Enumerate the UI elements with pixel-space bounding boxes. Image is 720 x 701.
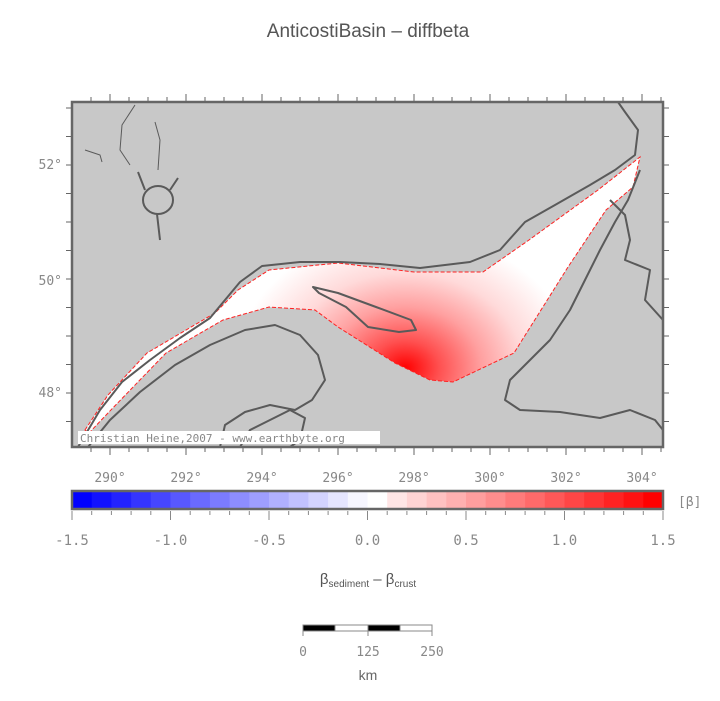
- colorbar-cell: [367, 491, 388, 509]
- lat-label: 50°: [39, 274, 62, 289]
- colorbar-cell: [111, 491, 132, 509]
- credit-text: Christian Heine,2007 - www.earthbyte.org: [80, 432, 345, 445]
- lon-label: 302°: [550, 471, 581, 486]
- map-frame: [70, 100, 665, 449]
- colorbar-cell: [485, 491, 506, 509]
- map-ticks: [66, 94, 669, 455]
- map-area: Christian Heine,2007 - www.earthbyte.org: [72, 102, 663, 447]
- colorbar-cell: [623, 491, 644, 509]
- lake-outline: [137, 171, 179, 241]
- colorbar-cell: [328, 491, 349, 509]
- colorbar-frame: [70, 489, 665, 511]
- lon-label: 292°: [170, 471, 201, 486]
- basin-area: [84, 155, 641, 434]
- lat-label: 52°: [39, 158, 62, 173]
- scale-bar: 0 125 250 km: [299, 624, 444, 683]
- scale-label-125: 125: [356, 645, 379, 660]
- credit-background: [78, 431, 380, 444]
- colorbar-unit: [β]: [678, 495, 701, 510]
- colorbar: [71, 491, 664, 520]
- north-shore-coast: [77, 102, 639, 447]
- colorbar-tick-label: 1.0: [552, 533, 577, 549]
- longitude-labels: 290° 292° 294° 296° 298° 300° 302° 304°: [94, 471, 657, 486]
- colorbar-cell: [347, 491, 368, 509]
- colorbar-tick-label: 0.5: [453, 533, 478, 549]
- chart-title: AnticostiBasin – diffbeta: [267, 21, 470, 42]
- colorbar-tick-label: 0.0: [355, 533, 380, 549]
- colorbar-cell: [249, 491, 270, 509]
- colorbar-cell: [584, 491, 605, 509]
- colorbar-cell: [387, 491, 408, 509]
- colorbar-tick-label: -0.5: [252, 533, 286, 549]
- lon-label: 290°: [94, 471, 125, 486]
- colorbar-tick-label: -1.0: [154, 533, 188, 549]
- colorbar-cell: [288, 491, 309, 509]
- colorbar-cell: [426, 491, 447, 509]
- colorbar-cell: [229, 491, 250, 509]
- lat-label: 48°: [39, 386, 62, 401]
- colorbar-tick-label: 1.5: [650, 533, 675, 549]
- colorbar-cell: [446, 491, 467, 509]
- colorbar-cell: [170, 491, 191, 509]
- colorbar-cell: [150, 491, 171, 509]
- scale-seg-3: [367, 624, 401, 632]
- scale-seg-4: [399, 624, 433, 632]
- colorbar-cell: [131, 491, 152, 509]
- scale-label-250: 250: [420, 645, 443, 660]
- colorbar-cell: [406, 491, 428, 509]
- anticosti-island: [312, 286, 417, 333]
- colorbar-cell: [564, 491, 585, 509]
- colorbar-cell: [269, 491, 290, 509]
- colorbar-cell: [525, 491, 546, 509]
- colorbar-cell: [72, 491, 93, 509]
- scale-unit: km: [359, 667, 378, 683]
- scale-label-0: 0: [299, 645, 307, 660]
- lon-label: 298°: [398, 471, 429, 486]
- newfoundland-coast: [504, 169, 663, 431]
- gaspe-coast: [87, 324, 326, 447]
- scale-seg-2: [334, 624, 369, 632]
- colorbar-tick-labels: -1.5 -1.0 -0.5 0.0 0.5 1.0 1.5: [55, 533, 676, 549]
- colorbar-label: βsediment – βcrust: [320, 571, 416, 590]
- colorbar-tick-label: -1.5: [55, 533, 89, 549]
- scale-seg-1: [302, 624, 336, 632]
- colorbar-cell: [544, 491, 565, 509]
- colorbar-cell: [466, 491, 487, 509]
- scale-ticks: [302, 625, 433, 636]
- colorbar-cell: [91, 491, 112, 509]
- colorbar-cell: [505, 491, 526, 509]
- colorbar-cell: [603, 491, 625, 509]
- colorbar-cell: [190, 491, 211, 509]
- lon-label: 296°: [322, 471, 353, 486]
- colorbar-cell: [643, 491, 664, 509]
- newfoundland-east: [609, 199, 663, 321]
- latitude-labels: 52° 50° 48°: [39, 158, 62, 401]
- colorbar-cell: [209, 491, 231, 509]
- colorbar-cell: [308, 491, 329, 509]
- river-line: [84, 104, 161, 171]
- lon-label: 300°: [474, 471, 505, 486]
- lon-label: 304°: [626, 471, 657, 486]
- lon-label: 294°: [246, 471, 277, 486]
